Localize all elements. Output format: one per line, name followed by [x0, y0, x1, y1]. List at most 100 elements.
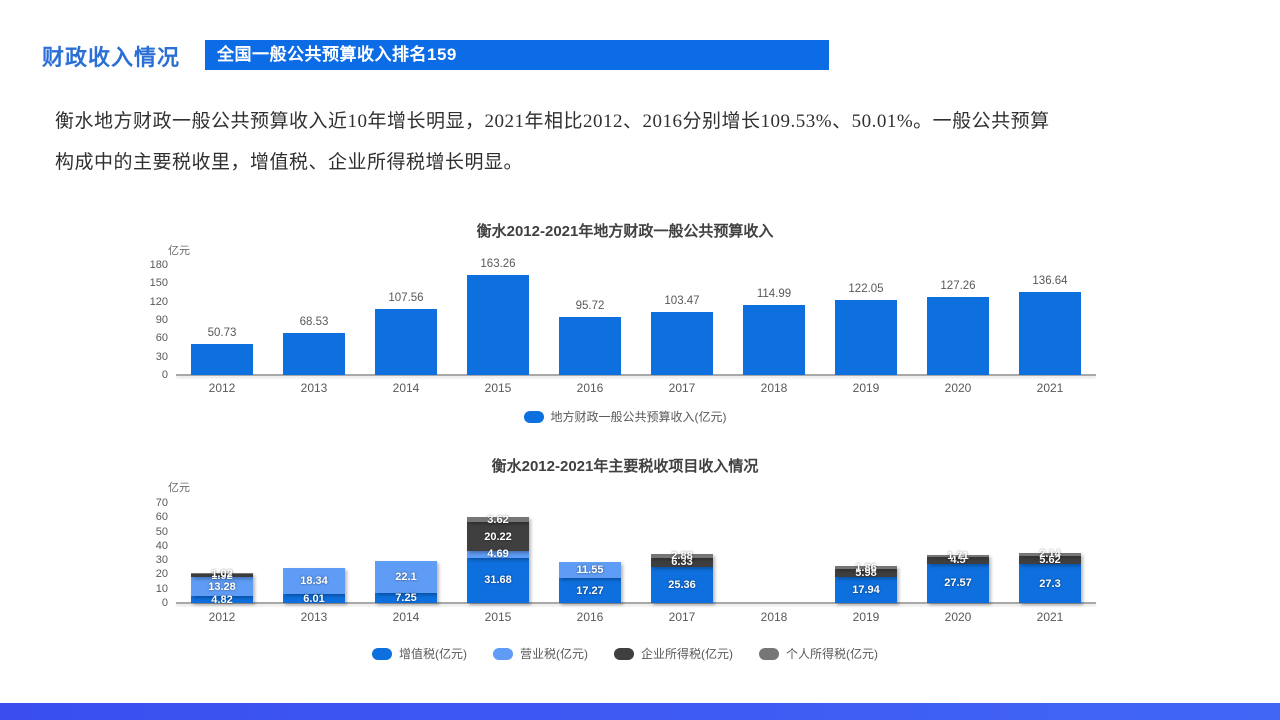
chart-legend: 地方财政一般公共预算收入(亿元) [140, 408, 1110, 425]
bar-segment [927, 554, 989, 558]
y-tick-label: 30 [155, 350, 168, 363]
y-tick-label: 30 [155, 554, 168, 567]
category-label: 2018 [760, 381, 788, 395]
bar-segment [835, 568, 897, 578]
plot-area: 4.82 13.28 1.92 1.02 6.01 18.34 7.25 22.1 31.68 4… [176, 503, 1096, 606]
category-label: 2017 [668, 381, 696, 395]
bar-segment [1019, 564, 1081, 603]
segment-value-label: 3.62 [487, 513, 509, 526]
bar-value-label: 114.99 [756, 287, 792, 300]
bar-segment [835, 577, 897, 603]
bar-segment [651, 553, 713, 558]
category-label: 2020 [944, 381, 972, 395]
page-title: 财政收入情况 [42, 45, 181, 70]
legend-label: 地方财政一般公共预算收入(亿元) [550, 410, 727, 424]
category-label: 2015 [484, 381, 512, 395]
segment-value-label: 1.92 [211, 569, 233, 582]
category-label: 2019 [852, 610, 880, 624]
category-label: 2016 [576, 610, 604, 624]
segment-value-label: 2.14 [1039, 548, 1061, 561]
bar-segment [651, 566, 713, 603]
legend-label: 营业税(亿元) [520, 647, 588, 661]
chart-title: 衡水2012-2021年主要税收项目收入情况 [491, 458, 759, 475]
bar-segment [1019, 552, 1081, 556]
segment-value-label: 25.36 [668, 578, 696, 591]
category-label: 2018 [760, 610, 788, 624]
legend-label: 个人所得税(亿元) [786, 647, 878, 661]
y-tick-label: 120 [149, 295, 168, 308]
bar-value-label: 95.72 [575, 299, 605, 312]
y-tick-label: 150 [149, 277, 168, 290]
bar-segment [191, 572, 253, 575]
bar-segment [375, 592, 437, 603]
bar [651, 311, 713, 375]
y-tick-label: 180 [149, 259, 168, 271]
bar-value-label: 103.47 [664, 294, 700, 307]
category-label: 2015 [484, 610, 512, 624]
bar-value-label: 136.64 [1032, 274, 1068, 287]
bar-segment [927, 557, 989, 564]
category-label: 2014 [392, 381, 420, 395]
legend-item: 企业所得税(亿元) [614, 645, 733, 662]
legend-swatch [493, 647, 513, 660]
bar-value-label: 50.73 [207, 327, 237, 339]
segment-value-label: 7.25 [395, 591, 417, 604]
summary-paragraph: 衡水地方财政一般公共预算收入近10年增长明显，2021年相比2012、2016分… [55, 106, 1185, 188]
x-axis-labels: 2012 2013 2014 2015 2016 2017 2018 2019 2020 2021 [176, 381, 1096, 397]
legend-item: 地方财政一般公共预算收入(亿元) [523, 408, 727, 425]
segment-value-label: 6.33 [671, 556, 693, 569]
bar-segment [283, 568, 345, 595]
segment-value-label: 1.71 [947, 549, 969, 562]
bar-value-label: 127.26 [940, 280, 976, 293]
bar [375, 309, 437, 375]
chart-tax-items: 衡水2012-2021年主要税收项目收入情况 亿元 0 10 20 30 40 50 60 7… [140, 455, 1110, 670]
bar-value-label: 122.05 [848, 283, 884, 296]
legend-swatch [372, 647, 392, 660]
segment-value-label: 17.94 [852, 584, 880, 597]
y-axis: 0 10 20 30 40 50 60 70 [140, 497, 168, 609]
segment-value-label: 22.1 [395, 570, 417, 583]
bar-segment [467, 522, 529, 552]
bar-segment [559, 578, 621, 603]
legend-swatch [614, 647, 634, 660]
bar-segment [375, 561, 437, 593]
bar-segment [191, 577, 253, 597]
plot-area: 50.73 68.53 107.56 163.26 95.72 103.47 114.99 1… [176, 258, 1096, 376]
segment-value-label: 11.55 [576, 564, 604, 577]
legend-item: 个人所得税(亿元) [759, 645, 878, 662]
category-label: 2021 [1036, 610, 1064, 624]
bar-segment [191, 574, 253, 578]
banner-rank: 全国一般公共预算收入排名159 [205, 40, 829, 70]
segment-value-label: 5.62 [1039, 554, 1061, 566]
legend-item: 营业税(亿元) [493, 645, 588, 662]
paragraph-line-2: 构成中的主要税收里，增值税、企业所得税增长明显。 [55, 152, 524, 173]
segment-value-label: 27.3 [1039, 577, 1061, 590]
y-tick-label: 50 [155, 525, 168, 538]
bar-segment [467, 557, 529, 603]
category-label: 2013 [300, 381, 328, 395]
legend-swatch [523, 410, 544, 423]
y-tick-label: 0 [161, 597, 168, 609]
segment-value-label: 31.68 [484, 574, 512, 587]
x-axis-line [176, 602, 1096, 604]
category-label: 2014 [392, 610, 420, 624]
bar-value-label: 163.26 [480, 258, 516, 271]
segment-value-label: 5.98 [855, 567, 877, 580]
y-axis-unit-label: 亿元 [168, 482, 190, 494]
bar-segment [1019, 555, 1081, 564]
category-label: 2012 [208, 610, 236, 624]
bar [743, 304, 805, 375]
x-axis-labels: 2012 2013 2014 2015 2016 2017 2018 2019 2020 2021 [176, 610, 1096, 626]
bar-value-label: 68.53 [299, 316, 329, 329]
bar [467, 275, 529, 375]
bar [927, 297, 989, 375]
bar-value-label: 107.56 [388, 292, 424, 305]
bar [559, 316, 621, 375]
category-label: 2016 [576, 381, 604, 395]
segment-value-label: 17.27 [576, 584, 604, 597]
bar-segment [467, 517, 529, 523]
category-label: 2020 [944, 610, 972, 624]
segment-value-label: 1.86 [855, 561, 877, 574]
bar-segment [835, 566, 897, 569]
